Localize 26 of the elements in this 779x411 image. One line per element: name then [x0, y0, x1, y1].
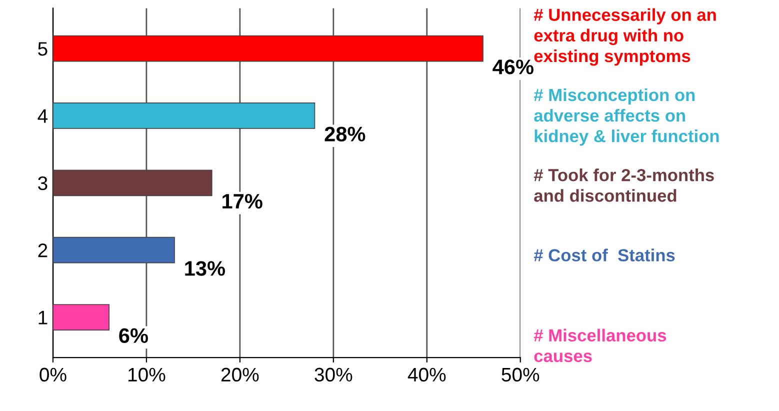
data-label: 28% [324, 126, 366, 142]
y-tick-label: 4 [38, 109, 48, 123]
x-tick-label: 50% [502, 368, 540, 382]
text: # Unnecessarily on an extra drug with no existing symptoms [534, 8, 716, 66]
text: # Cost of Statins [534, 248, 675, 262]
y-tick-label: 2 [38, 244, 48, 258]
data-label: 17% [222, 194, 262, 209]
y-tick-label: 5 [38, 42, 48, 56]
text: # Misconception on adverse affects on kidney & liver function [534, 88, 719, 146]
x-tick-label: 30% [314, 368, 352, 382]
bar [52, 170, 212, 196]
x-tick-label: 10% [128, 368, 166, 382]
bar [52, 35, 484, 62]
x-tick-label: 0% [40, 368, 66, 382]
x-tick-label: 40% [408, 368, 446, 382]
data-label: 13% [185, 261, 225, 276]
bar [52, 236, 175, 264]
text: # Took for 2-3-months and discontinued [534, 168, 714, 202]
data-label: 6% [119, 328, 148, 344]
y-tick-label: 1 [38, 310, 48, 324]
bar [52, 102, 316, 129]
x-tick-label: 20% [221, 368, 259, 382]
text: # Miscellaneous causes [534, 328, 666, 362]
y-tick-label: 3 [38, 176, 48, 190]
data-label: 46% [492, 60, 534, 74]
bar [52, 304, 110, 330]
